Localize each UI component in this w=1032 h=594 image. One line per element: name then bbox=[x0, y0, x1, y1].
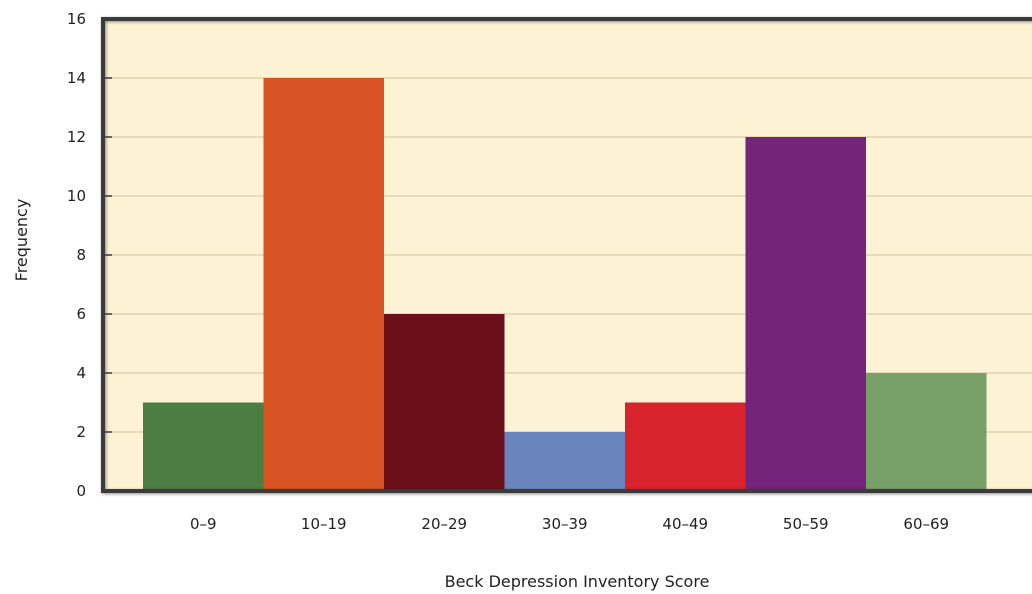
bar-20–29 bbox=[384, 314, 505, 491]
bar-50–59 bbox=[745, 137, 866, 491]
bar-60–69 bbox=[866, 373, 987, 491]
x-axis-ticks: 0–9 10–19 20–29 30–39 40–49 50–59 60–69 bbox=[190, 515, 949, 533]
bar-10–19 bbox=[263, 78, 384, 491]
x-tick-label: 60–69 bbox=[903, 515, 949, 533]
y-tick-label: 14 bbox=[67, 69, 86, 87]
y-tick-label: 4 bbox=[76, 364, 86, 382]
x-tick-label: 0–9 bbox=[190, 515, 217, 533]
y-tick-label: 0 bbox=[76, 482, 86, 500]
x-tick-label: 50–59 bbox=[783, 515, 829, 533]
bar-0–9 bbox=[143, 402, 264, 491]
bar-30–39 bbox=[504, 432, 625, 491]
y-tick-label: 10 bbox=[67, 187, 86, 205]
x-tick-label: 20–29 bbox=[421, 515, 467, 533]
y-tick-label: 2 bbox=[76, 423, 86, 441]
bars bbox=[143, 78, 987, 491]
x-axis-title: Beck Depression Inventory Score bbox=[445, 572, 710, 591]
y-tick-label: 12 bbox=[67, 128, 86, 146]
y-axis-title: Frequency bbox=[12, 199, 31, 282]
x-tick-label: 10–19 bbox=[301, 515, 347, 533]
y-tick-label: 8 bbox=[76, 246, 86, 264]
x-tick-label: 40–49 bbox=[662, 515, 708, 533]
y-axis-ticks: 0 2 4 6 8 10 12 14 16 bbox=[67, 10, 112, 500]
y-tick-label: 6 bbox=[76, 305, 86, 323]
x-tick-label: 30–39 bbox=[542, 515, 588, 533]
bar-40–49 bbox=[625, 402, 746, 491]
y-tick-label: 16 bbox=[67, 10, 86, 28]
